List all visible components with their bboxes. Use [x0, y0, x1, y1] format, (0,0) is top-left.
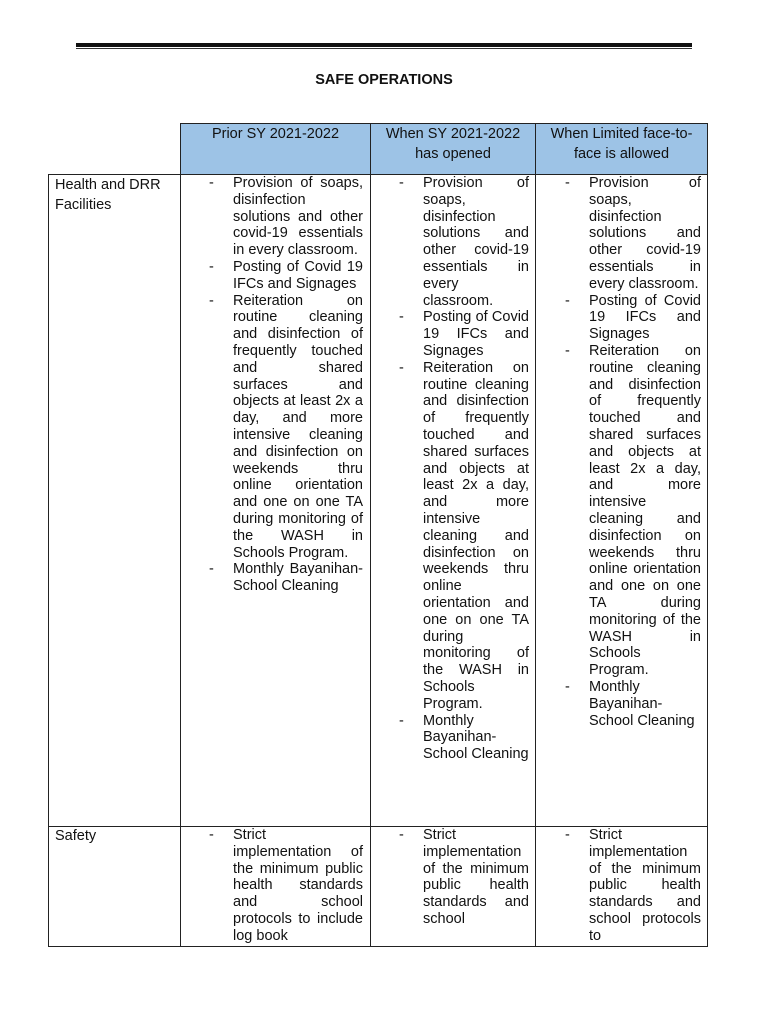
list-item: Posting of Covid 19 IFCs and Signages	[399, 309, 529, 359]
list-item: Reiteration on routine cleaning and disi…	[209, 293, 363, 562]
cell-safety-opened: Strict implementation of the minimum pub…	[370, 826, 536, 947]
top-rule-thin	[76, 48, 692, 49]
cell-safety-prior: Strict implementation of the minimum pub…	[180, 826, 371, 947]
header-prior: Prior SY 2021-2022	[180, 123, 371, 175]
list-item: Reiteration on routine cleaning and disi…	[399, 360, 529, 713]
list-item: Provision of soaps, disinfection solutio…	[399, 175, 529, 309]
header-opened: When SY 2021-2022 has opened	[370, 123, 536, 175]
header-limited-f2f: When Limited face-to-face is allowed	[535, 123, 708, 175]
list-item: Strict implementation of the minimum pub…	[399, 827, 529, 928]
page-title: SAFE OPERATIONS	[315, 72, 453, 88]
list-item: Posting of Covid 19 IFCs and Signages	[209, 259, 363, 293]
list-item: Monthly Bayanihan- School Cleaning	[565, 679, 701, 729]
list-item: Provision of soaps, disinfection solutio…	[565, 175, 701, 293]
row-label-safety: Safety	[48, 826, 181, 947]
cell-health-prior: Provision of soaps, disinfection solutio…	[180, 174, 371, 827]
list-item: Provision of soaps, disinfection solutio…	[209, 175, 363, 259]
row-label-health: Health and DRR Facilities	[48, 174, 181, 827]
list-item: Posting of Covid 19 IFCs and Signages	[565, 293, 701, 343]
cell-health-opened: Provision of soaps, disinfection solutio…	[370, 174, 536, 827]
cell-health-limited: Provision of soaps, disinfection solutio…	[535, 174, 708, 827]
list-item: Monthly Bayanihan- School Cleaning	[209, 561, 363, 595]
list-item: Strict implementation of the minimum pub…	[209, 827, 363, 945]
list-item: Reiteration on routine cleaning and disi…	[565, 343, 701, 679]
top-rule	[76, 43, 692, 47]
cell-safety-limited: Strict implementation of the minimum pub…	[535, 826, 708, 947]
list-item: Monthly Bayanihan- School Cleaning	[399, 713, 529, 763]
list-item: Strict implementation of the minimum pub…	[565, 827, 701, 945]
